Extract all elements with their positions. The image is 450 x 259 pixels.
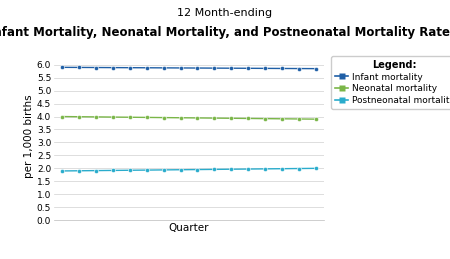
Text: Infant Mortality, Neonatal Mortality, and Postneonatal Mortality Rates:: Infant Mortality, Neonatal Mortality, an…	[0, 26, 450, 39]
X-axis label: Quarter: Quarter	[169, 223, 209, 233]
Y-axis label: per 1,000 births: per 1,000 births	[24, 94, 34, 178]
Legend: Infant mortality, Neonatal mortality, Postneonatal mortality: Infant mortality, Neonatal mortality, Po…	[331, 56, 450, 109]
Text: 12 Month-ending: 12 Month-ending	[177, 8, 273, 18]
